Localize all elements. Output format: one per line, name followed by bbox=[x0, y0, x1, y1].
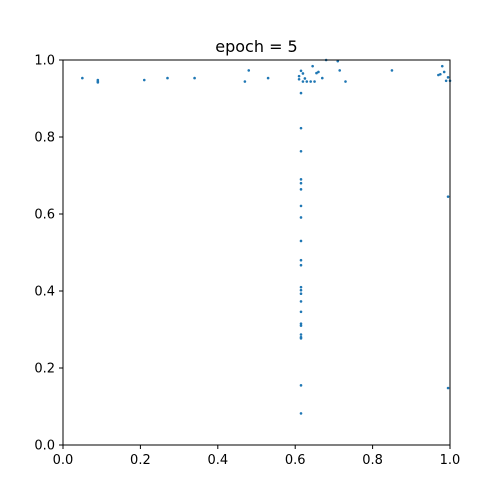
x-axis: 0.0 0.2 0.4 0.6 0.8 1.0 bbox=[53, 445, 461, 468]
y-axis: 0.0 0.2 0.4 0.6 0.8 1.0 bbox=[34, 54, 63, 454]
data-point bbox=[303, 77, 307, 80]
data-point bbox=[299, 333, 303, 336]
data-point bbox=[247, 69, 251, 72]
data-point bbox=[305, 80, 309, 83]
y-tick-label: 1.0 bbox=[34, 54, 55, 69]
data-point bbox=[338, 69, 342, 72]
data-point bbox=[442, 70, 446, 74]
data-point bbox=[81, 76, 84, 80]
data-point bbox=[166, 76, 169, 80]
y-tick-label: 0.0 bbox=[34, 439, 55, 454]
data-point bbox=[299, 91, 303, 95]
data-point bbox=[301, 80, 305, 83]
data-point bbox=[299, 188, 303, 191]
data-point bbox=[317, 70, 320, 74]
data-point bbox=[297, 74, 301, 78]
data-point bbox=[299, 310, 303, 314]
x-tick-label: 0.6 bbox=[285, 453, 306, 468]
data-point bbox=[390, 69, 394, 72]
data-point bbox=[299, 288, 303, 292]
plot-frame bbox=[62, 59, 451, 446]
data-point bbox=[315, 71, 318, 75]
data-point bbox=[344, 80, 347, 83]
data-point bbox=[446, 76, 450, 79]
data-point bbox=[299, 322, 303, 326]
data-point bbox=[299, 300, 303, 303]
data-point bbox=[439, 72, 442, 76]
data-point bbox=[297, 77, 301, 81]
data-point bbox=[299, 239, 303, 243]
data-point bbox=[142, 78, 146, 82]
data-point bbox=[299, 216, 303, 219]
x-tick-label: 0.4 bbox=[207, 453, 228, 468]
y-tick-label: 0.2 bbox=[34, 362, 55, 377]
x-tick-label: 1.0 bbox=[440, 453, 461, 468]
y-tick-label: 0.6 bbox=[34, 208, 55, 223]
data-point bbox=[440, 64, 444, 68]
data-point bbox=[299, 324, 303, 327]
y-tick-label: 0.4 bbox=[34, 285, 55, 300]
data-point bbox=[320, 76, 324, 80]
data-point bbox=[299, 384, 303, 387]
data-point bbox=[444, 79, 448, 83]
chart-title: epoch = 5 bbox=[215, 37, 297, 56]
data-point bbox=[299, 263, 303, 267]
data-point bbox=[299, 149, 303, 153]
data-point bbox=[446, 386, 450, 390]
data-point bbox=[266, 76, 270, 80]
data-point bbox=[243, 80, 247, 83]
data-point bbox=[446, 195, 450, 198]
data-point bbox=[299, 285, 303, 289]
data-point bbox=[311, 64, 314, 68]
data-point bbox=[301, 72, 305, 75]
x-tick-label: 0.2 bbox=[130, 453, 151, 468]
data-point bbox=[299, 181, 303, 185]
data-point bbox=[299, 204, 303, 208]
data-point bbox=[299, 292, 303, 295]
data-point bbox=[299, 69, 303, 73]
data-point bbox=[299, 126, 303, 130]
data-point bbox=[299, 412, 303, 415]
points-layer bbox=[81, 58, 452, 415]
data-point bbox=[299, 337, 303, 340]
x-tick-label: 0.0 bbox=[53, 453, 74, 468]
x-tick-label: 0.8 bbox=[362, 453, 383, 468]
data-point bbox=[313, 80, 316, 83]
data-point bbox=[193, 76, 196, 80]
data-point bbox=[309, 80, 312, 83]
data-point bbox=[299, 258, 303, 262]
data-point bbox=[299, 178, 303, 181]
data-point bbox=[96, 81, 100, 84]
y-tick-label: 0.8 bbox=[34, 131, 55, 146]
